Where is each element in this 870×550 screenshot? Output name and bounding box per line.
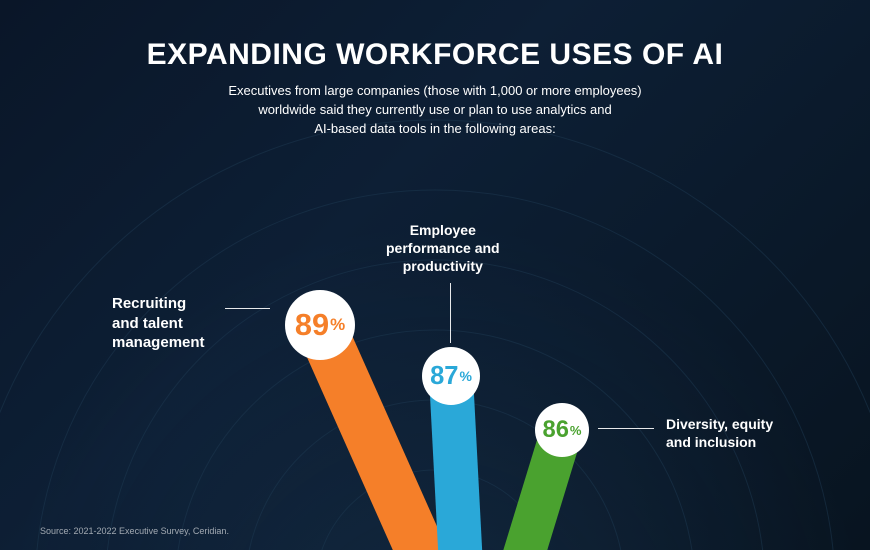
bar-label-recruiting: Recruitingand talentmanagement (112, 294, 205, 353)
value-bubble-performance: 87% (422, 347, 480, 405)
percent-icon: % (570, 423, 582, 438)
value-bubble-recruiting: 89% (285, 290, 355, 360)
percent-icon: % (459, 368, 471, 384)
connector-dei (598, 428, 654, 429)
bar-chart: 89% Recruitingand talentmanagement 87% Empl… (0, 0, 870, 550)
source-attribution: Source: 2021-2022 Executive Survey, Ceri… (40, 526, 229, 536)
value-bubble-dei: 86% (535, 403, 589, 457)
percent-icon: % (330, 315, 345, 335)
connector-performance (450, 283, 451, 343)
bar-label-dei: Diversity, equityand inclusion (666, 415, 773, 451)
bar-label-performance: Employeeperformance andproductivity (386, 221, 500, 276)
connector-recruiting (225, 308, 270, 309)
